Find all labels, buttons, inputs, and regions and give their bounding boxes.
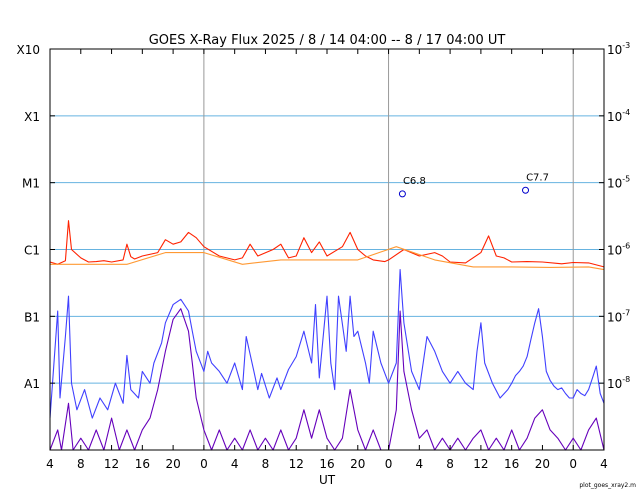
x-tick-label: 0 bbox=[385, 457, 393, 471]
x-tick-label: 0 bbox=[569, 457, 577, 471]
series-line-0 bbox=[49, 220, 605, 268]
y-class-label: C1 bbox=[24, 244, 40, 258]
x-tick-label: 20 bbox=[165, 457, 180, 471]
x-tick-label: 16 bbox=[319, 457, 334, 471]
credit-label: plot_goes_xray2.m bbox=[579, 482, 636, 489]
series-line-2 bbox=[49, 269, 605, 419]
x-tick-label: 12 bbox=[289, 457, 304, 471]
flare-marker-1 bbox=[522, 186, 530, 194]
chart-title: GOES X-Ray Flux 2025 / 8 / 14 04:00 -- 8… bbox=[149, 33, 506, 48]
x-tick-label: 20 bbox=[535, 457, 550, 471]
y-power-label: 10-3 bbox=[607, 41, 630, 57]
y-class-label: M1 bbox=[22, 177, 40, 191]
x-tick-label: 8 bbox=[77, 457, 85, 471]
x-tick-label: 4 bbox=[416, 457, 424, 471]
grid-lines bbox=[50, 49, 604, 450]
x-tick-label: 8 bbox=[446, 457, 454, 471]
x-tick-label: 16 bbox=[135, 457, 150, 471]
x-tick-label: 16 bbox=[504, 457, 519, 471]
x-tick-label: 12 bbox=[104, 457, 119, 471]
tick-labels: 4 8 12 16 20 0 4 8 12 16 20 0 4 8 12 16 20 0 4 A1 B1 C1 M1 X1 X1… bbox=[17, 41, 631, 471]
axes bbox=[49, 48, 605, 451]
y-power-label: 10-4 bbox=[607, 108, 630, 124]
x-tick-label: 4 bbox=[46, 457, 54, 471]
y-class-label: X10 bbox=[17, 43, 41, 57]
y-class-label: A1 bbox=[24, 377, 40, 391]
y-power-label: 10-8 bbox=[607, 375, 630, 391]
x-tick-label: 20 bbox=[350, 457, 365, 471]
y-power-label: 10-7 bbox=[607, 308, 630, 324]
x-axis-label: UT bbox=[319, 473, 336, 487]
x-tick-label: 12 bbox=[473, 457, 488, 471]
y-class-label: B1 bbox=[24, 310, 40, 324]
y-power-label: 10-6 bbox=[607, 242, 630, 258]
series-line-1 bbox=[50, 246, 605, 271]
flare-annotations: C6.8 C7.7 bbox=[398, 172, 549, 198]
flare-label-1: C7.7 bbox=[526, 172, 549, 183]
data-series bbox=[49, 220, 605, 451]
y-power-label: 10-5 bbox=[607, 175, 630, 191]
x-tick-label: 8 bbox=[262, 457, 270, 471]
x-tick-label: 4 bbox=[600, 457, 608, 471]
series-line-3 bbox=[49, 308, 605, 451]
flare-marker-0 bbox=[398, 190, 406, 198]
flare-label-0: C6.8 bbox=[403, 176, 426, 187]
y-class-label: X1 bbox=[24, 110, 40, 124]
x-tick-label: 0 bbox=[200, 457, 208, 471]
x-tick-label: 4 bbox=[231, 457, 239, 471]
